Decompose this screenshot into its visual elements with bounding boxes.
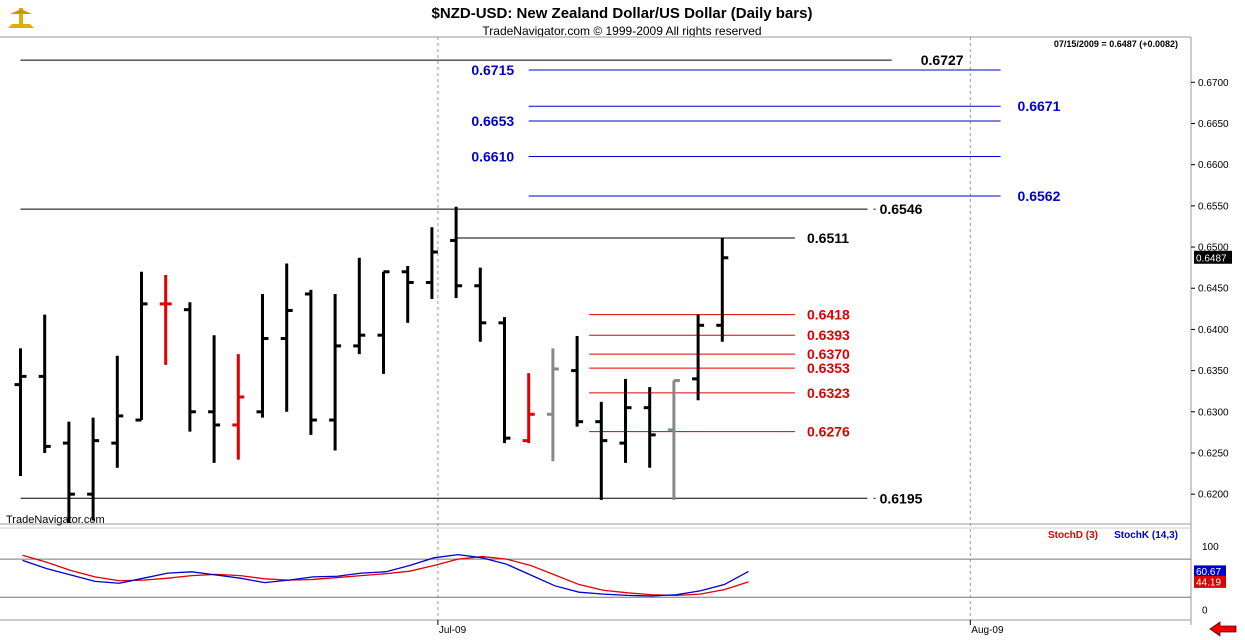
scroll-left-button[interactable] [1206, 621, 1240, 637]
level-label: 0.6653 [471, 113, 514, 129]
stoch-k-legend: StochK (14,3) [1114, 530, 1178, 541]
y-tick-label: 0.6600 [1198, 160, 1229, 171]
scale-logo-icon [19, 8, 23, 25]
y-tick-label: 0.6250 [1198, 448, 1229, 459]
x-axis: Jul-09 Aug-09 [437, 620, 1004, 636]
y-tick-label: 0.6450 [1198, 284, 1229, 295]
copyright-text: TradeNavigator.com © 1999-2009 All right… [482, 24, 761, 38]
y-tick-label: 0.6550 [1198, 201, 1229, 212]
stoch-k-line [22, 553, 749, 597]
stoch-tick-label: 0 [1202, 606, 1208, 617]
level-label: 0.6546 [880, 201, 923, 217]
last-price-label: 0.6487 [1196, 253, 1227, 264]
stoch-k-value: 60.67 [1196, 567, 1221, 578]
level-label: 0.6418 [807, 307, 850, 323]
chart-title: $NZD-USD: New Zealand Dollar/US Dollar (… [432, 5, 813, 22]
level-label: 0.6727 [921, 52, 964, 68]
level-label: 0.6715 [471, 62, 514, 78]
y-tick-label: 0.6350 [1198, 366, 1229, 377]
level-label: 0.6323 [807, 385, 850, 401]
stoch-k-value-box [1194, 565, 1226, 578]
y-tick-label: 0.6650 [1198, 119, 1229, 130]
scale-logo-icon [10, 9, 32, 14]
level-label: 0.6511 [807, 230, 849, 246]
y-tick-label: 0.6200 [1198, 490, 1229, 501]
level-label: 0.6353 [807, 360, 850, 376]
y-axis: 0.6200 0.6250 0.6300 0.6350 0.6400 0.6450 0.65… [1191, 78, 1232, 501]
x-tick-label: Aug-09 [971, 625, 1004, 636]
stoch-d-value: 44.19 [1196, 577, 1221, 588]
grid-layer [437, 37, 971, 620]
stoch-tick-label: 100 [1202, 542, 1219, 553]
y-tick-label: 0.6500 [1198, 243, 1229, 254]
bars-layer [14, 206, 729, 523]
red-left-arrow-icon[interactable] [1209, 621, 1237, 637]
levels-layer: 0.6727 0.6715 0.6671 0.6653 0.6610 0.6562 0.65… [20, 52, 1061, 506]
watermark: TradeNavigator.com [6, 514, 105, 526]
y-tick-label: 0.6300 [1198, 407, 1229, 418]
last-price-box [1194, 250, 1232, 264]
level-label: 0.6370 [807, 346, 850, 362]
level-label: 0.6610 [471, 148, 514, 164]
logo [8, 8, 34, 28]
x-tick-label: Jul-09 [439, 625, 467, 636]
level-label: 0.6671 [1018, 98, 1061, 114]
stoch-d-value-box [1194, 575, 1226, 588]
last-quote: 07/15/2009 = 0.6487 (+0.0082) [1054, 39, 1178, 49]
y-tick-label: 0.6700 [1198, 78, 1229, 89]
scale-logo-icon [8, 24, 34, 28]
level-label: 0.6393 [807, 327, 850, 343]
level-label: 0.6276 [807, 424, 850, 440]
stoch-d-legend: StochD (3) [1048, 530, 1098, 541]
level-label: 0.6562 [1018, 188, 1061, 204]
y-tick-label: 0.6400 [1198, 325, 1229, 336]
stoch-d-line [22, 554, 749, 597]
level-label: 0.6195 [880, 490, 923, 506]
